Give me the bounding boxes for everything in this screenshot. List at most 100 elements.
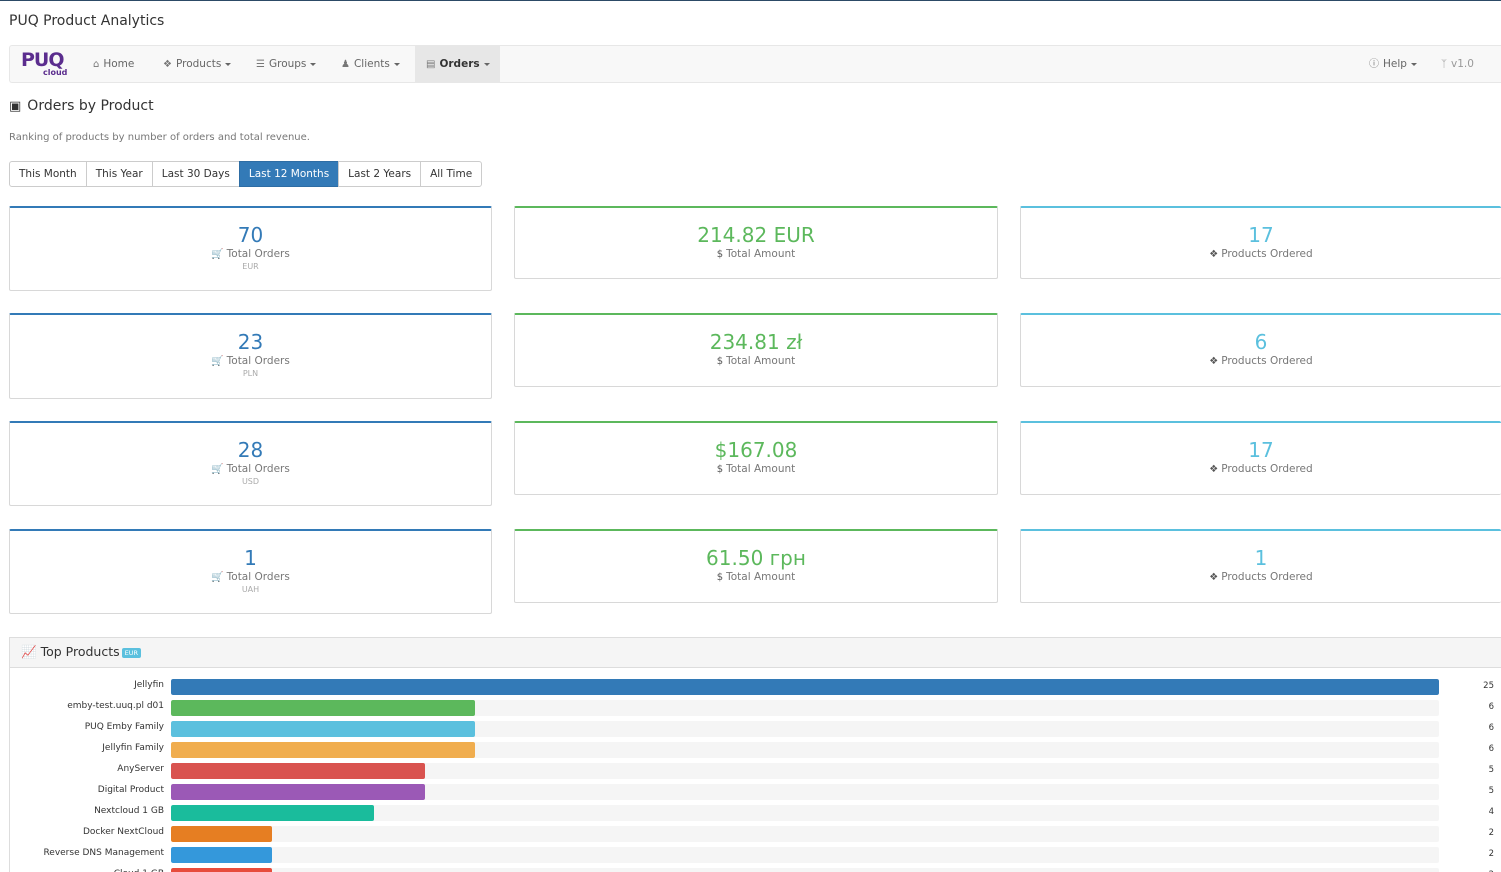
filter-all-time[interactable]: All Time [420, 161, 483, 187]
currency-code: UAH [241, 585, 260, 594]
bar-track [171, 700, 1439, 716]
bar-track [171, 763, 1439, 779]
bar [171, 721, 476, 737]
chart-row: Jellyfin Family 6 [10, 739, 1501, 760]
filter-last-30-days[interactable]: Last 30 Days [151, 161, 240, 187]
products-ordered-card: 17 ❖ Products Ordered [1020, 421, 1501, 495]
total-amount-card: 214.82 EUR $ Total Amount [514, 206, 998, 279]
nav-products[interactable]: ❖ Products [153, 46, 241, 82]
products-ordered-value: 17 [1248, 223, 1274, 247]
nav-home[interactable]: ⌂ Home [83, 46, 144, 82]
bar-value-label: 5 [1488, 765, 1494, 775]
nav-orders-label: Orders [439, 58, 480, 70]
dollar-icon: $ [716, 356, 724, 367]
total-orders-card: 70 🛒 Total Orders EUR [9, 206, 492, 291]
total-amount-label: $ Total Amount [716, 463, 796, 475]
bar [171, 742, 476, 758]
bar-track [171, 847, 1439, 863]
bar-value-label: 5 [1488, 786, 1494, 796]
total-orders-value: 70 [237, 223, 264, 247]
layers-icon: ☰ [256, 59, 265, 70]
bar-label: Nextcloud 1 GB [94, 806, 164, 816]
cubes-icon: ❖ [1209, 356, 1219, 367]
products-ordered-card: 1 ❖ Products Ordered [1020, 529, 1501, 603]
currency-code: USD [241, 477, 260, 486]
nav-orders[interactable]: ▤ Orders [415, 46, 500, 82]
total-orders-value: 28 [237, 438, 264, 462]
bar-chart-icon: 📈 [21, 644, 37, 659]
top-products-header: 📈 Top Products EUR [10, 638, 1501, 668]
filter-this-month[interactable]: This Month [9, 161, 87, 187]
chevron-down-icon [393, 62, 400, 66]
total-amount-label: $ Total Amount [716, 248, 796, 260]
total-orders-card: 28 🛒 Total Orders USD [9, 421, 492, 506]
nav-clients-label: Clients [353, 58, 390, 70]
total-orders-label: 🛒 Total Orders [211, 248, 290, 260]
nav-version-label: v1.0 [1451, 58, 1474, 70]
nav-home-label: Home [103, 58, 135, 70]
nav-help[interactable]: ⓘ Help [1369, 46, 1417, 82]
chart-row: AnyServer 5 [10, 760, 1501, 781]
currency-code: EUR [242, 262, 259, 271]
currency-badge: EUR [121, 647, 142, 658]
filter-this-year[interactable]: This Year [85, 161, 153, 187]
total-orders-label: 🛒 Total Orders [211, 355, 290, 367]
chart-row: Reverse DNS Management 2 [10, 844, 1501, 865]
chart-row: Digital Product 5 [10, 781, 1501, 802]
products-ordered-label: ❖ Products Ordered [1209, 463, 1313, 475]
bar-track [171, 826, 1439, 842]
cubes-icon: ❖ [1209, 249, 1219, 260]
products-ordered-label: ❖ Products Ordered [1209, 248, 1313, 260]
page-title-text: Orders by Product [27, 98, 154, 114]
bar [171, 763, 425, 779]
bar [171, 784, 425, 800]
filter-last-12-months[interactable]: Last 12 Months [238, 161, 340, 187]
puq-logo[interactable]: PUQ cloud [21, 49, 73, 78]
users-icon: ♟ [341, 59, 350, 70]
bar [171, 868, 273, 872]
bar-label: Jellyfin Family [102, 743, 164, 753]
products-ordered-card: 6 ❖ Products Ordered [1020, 313, 1501, 387]
nav-clients[interactable]: ♟ Clients [331, 46, 410, 82]
chart-row: emby-test.uuq.pl d01 6 [10, 697, 1501, 718]
cart-icon: 🛒 [211, 572, 224, 583]
top-products-chart: Jellyfin 25 emby-test.uuq.pl d01 6 PUQ Emby … [10, 668, 1501, 872]
bar [171, 805, 374, 821]
bar-value-label: 2 [1480, 870, 1494, 872]
navbar: PUQ cloud ⌂ Home ❖ Products ☰ Groups ♟ Clien… [9, 45, 1501, 83]
cubes-icon: ❖ [1209, 572, 1219, 583]
cart-icon: ▤ [426, 59, 436, 70]
chevron-down-icon [225, 62, 232, 66]
date-range-filter: This Month This Year Last 30 Days Last 1… [9, 161, 483, 187]
bar-track [171, 721, 1439, 737]
logo-text: PUQ [21, 49, 65, 71]
chart-row: Cloud 1 GB 2 [10, 865, 1501, 872]
total-amount-label: $ Total Amount [716, 355, 796, 367]
dollar-icon: $ [716, 464, 724, 475]
total-amount-card: 234.81 zł $ Total Amount [514, 313, 998, 387]
total-amount-value: $167.08 [714, 438, 798, 462]
total-amount-value: 214.82 EUR [697, 223, 815, 247]
bar [171, 847, 273, 863]
chevron-down-icon [1410, 62, 1417, 66]
bar-track [171, 742, 1439, 758]
nav-help-label: Help [1383, 58, 1407, 70]
chart-row: Jellyfin 25 [10, 676, 1501, 697]
nav-groups[interactable]: ☰ Groups [246, 46, 326, 82]
products-ordered-label: ❖ Products Ordered [1209, 571, 1313, 583]
cart-icon: 🛒 [211, 249, 224, 260]
home-icon: ⌂ [93, 59, 100, 70]
logo-sub: cloud [43, 68, 68, 77]
bar-label: emby-test.uuq.pl d01 [67, 701, 164, 711]
top-products-panel: 📈 Top Products EUR Jellyfin 25 emby-test.uuq… [9, 637, 1501, 872]
bar-track [171, 868, 1439, 872]
bar-label: Reverse DNS Management [43, 848, 164, 858]
nav-version[interactable]: ᛉ v1.0 [1441, 46, 1474, 82]
chart-row: Nextcloud 1 GB 4 [10, 802, 1501, 823]
bar [171, 679, 1439, 695]
filter-last-2-years[interactable]: Last 2 Years [338, 161, 422, 187]
chevron-down-icon [310, 62, 317, 66]
products-ordered-value: 1 [1254, 546, 1268, 570]
bar-label: Cloud 1 GB [114, 869, 164, 872]
dollar-icon: $ [716, 249, 724, 260]
